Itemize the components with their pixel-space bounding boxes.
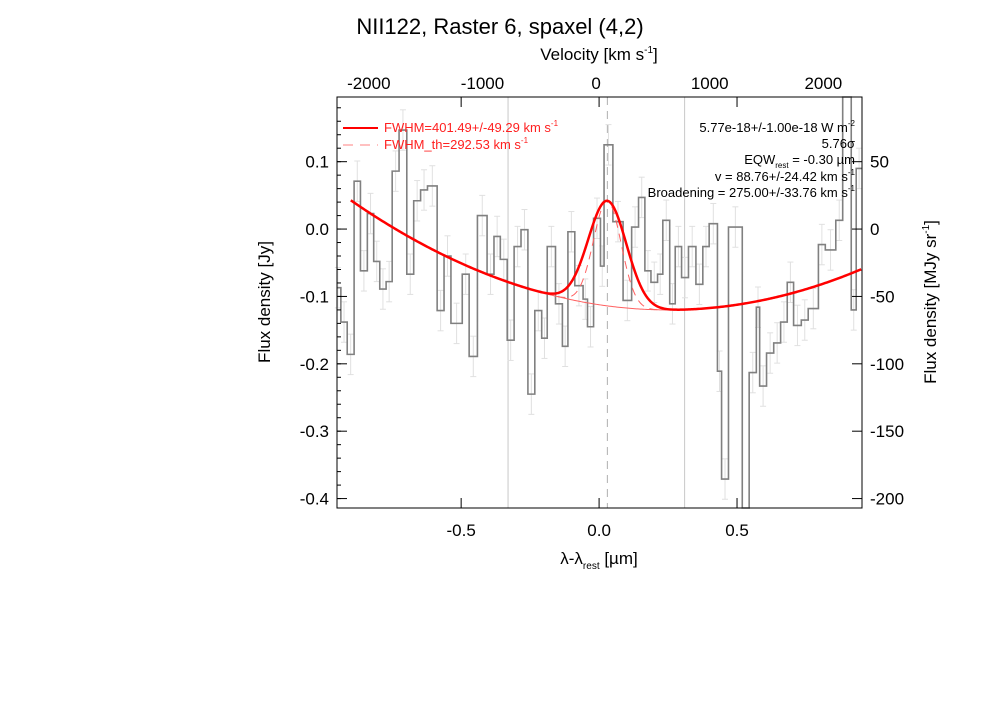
- annotation-broadening: Broadening = 275.00+/-33.76 km s-1: [648, 184, 856, 200]
- velocity-tick-label: -2000: [347, 74, 390, 93]
- legend-fwhm: FWHM=401.49+/-49.29 km s-1: [384, 119, 559, 135]
- y-tick-label: -0.2: [300, 355, 329, 374]
- theoretical-line-profile: [543, 200, 681, 311]
- plot-area: [334, 96, 863, 509]
- fit-annotations: 5.77e-18+/-1.00e-18 W m-2 5.76σ EQWrest …: [648, 119, 856, 200]
- continuum-curve: [543, 292, 681, 311]
- right-y-axis-label: Flux density [MJy sr-1]: [921, 220, 940, 384]
- axes: -0.5 0.0 0.5-2000 -1000 0 1000 20000.10.0-0.1-…: [300, 74, 904, 540]
- x-tick-label: 0.0: [587, 521, 611, 540]
- y-tick-label: 0.1: [305, 153, 329, 172]
- annotation-sigma: 5.76σ: [822, 136, 855, 151]
- x-tick-label: 0.5: [725, 521, 749, 540]
- velocity-tick-label: -1000: [461, 74, 504, 93]
- top-x-axis-label: Velocity [km s-1]: [540, 45, 658, 64]
- chart-title: NII122, Raster 6, spaxel (4,2): [356, 14, 643, 39]
- x-axis-label: λ-λrest [µm]: [560, 549, 637, 572]
- right-tick-label: -100: [870, 355, 904, 374]
- legend-fwhm-th: FWHM_th=292.53 km s-1: [384, 136, 529, 152]
- velocity-tick-label: 2000: [804, 74, 842, 93]
- x-tick-label: -0.5: [446, 521, 475, 540]
- fit-curve: [350, 199, 862, 311]
- velocity-tick-label: 1000: [691, 74, 729, 93]
- spectrum-histogram: [337, 96, 862, 509]
- right-tick-label: 0: [870, 220, 879, 239]
- velocity-tick-label: 0: [591, 74, 600, 93]
- right-tick-label: 50: [870, 153, 889, 172]
- annotation-eqw: EQWrest = -0.30 µm: [744, 152, 855, 170]
- legend: FWHM=401.49+/-49.29 km s-1 FWHM_th=292.5…: [343, 119, 559, 152]
- y-tick-label: -0.1: [300, 287, 329, 306]
- right-tick-label: -50: [870, 287, 895, 306]
- y-tick-label: -0.3: [300, 422, 329, 441]
- annotation-velocity: v = 88.76+/-24.42 km s-1: [715, 168, 856, 184]
- annotation-flux: 5.77e-18+/-1.00e-18 W m-2: [699, 119, 855, 135]
- y-tick-label: 0.0: [305, 220, 329, 239]
- right-tick-label: -200: [870, 490, 904, 509]
- y-tick-label: -0.4: [300, 490, 329, 509]
- right-tick-label: -150: [870, 422, 904, 441]
- y-axis-label: Flux density [Jy]: [255, 241, 274, 363]
- plot-frame: [336, 96, 863, 509]
